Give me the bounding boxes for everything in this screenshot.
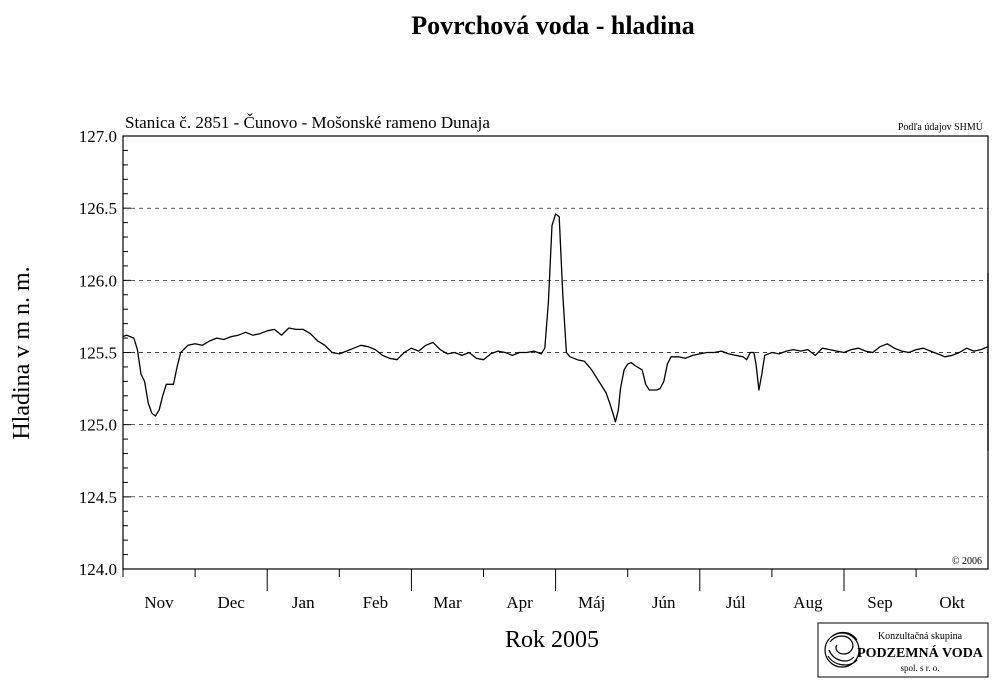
x-tick-label: Nov — [144, 593, 174, 612]
x-tick-label: Aug — [793, 593, 823, 612]
x-tick-label: Jan — [292, 593, 315, 612]
logo-mark-icon — [824, 631, 860, 668]
source-note: Podľa údajov SHMÚ — [898, 121, 984, 133]
y-axis-label: Hladina v m n. m. — [9, 266, 35, 439]
y-tick-label: 126.0 — [79, 271, 117, 290]
chart-title: Povrchová voda - hladina — [411, 11, 694, 40]
copyright-note: © 2006 — [952, 556, 982, 567]
logo-line-2: PODZEMNÁ VODA — [857, 644, 984, 661]
y-axis-ticks: 127.0 126.5 126.0 125.5 125.0 124.5 124.0 — [79, 127, 131, 579]
logo-line-3: spol. s r. o. — [900, 663, 939, 673]
y-tick-label: 127.0 — [79, 127, 117, 146]
gridlines — [123, 207, 988, 498]
x-axis-label: Rok 2005 — [505, 627, 599, 653]
x-tick-label: Okt — [939, 593, 965, 612]
y-tick-label: 125.5 — [79, 344, 117, 363]
x-tick-label: Dec — [217, 593, 245, 612]
chart-subtitle: Stanica č. 2851 - Čunovo - Mošonské rame… — [125, 113, 490, 132]
x-tick-label: Jún — [652, 593, 676, 612]
x-axis-ticks: Nov Dec Jan Feb Mar Apr Máj Jún Júl Aug Sep Okt — [122, 569, 965, 612]
x-tick-label: Apr — [506, 593, 533, 612]
company-logo: Konzultačná skupina PODZEMNÁ VODA spol. … — [817, 622, 989, 678]
x-tick-label: Feb — [363, 593, 389, 612]
series-line — [122, 213, 989, 452]
y-tick-label: 124.5 — [79, 488, 117, 507]
x-tick-label: Júl — [726, 593, 746, 612]
y-tick-label: 124.0 — [79, 560, 117, 579]
x-tick-label: Mar — [433, 593, 462, 612]
y-tick-label: 126.5 — [79, 199, 117, 218]
y-tick-label: 125.0 — [79, 416, 117, 435]
logo-line-1: Konzultačná skupina — [878, 631, 963, 642]
x-tick-label: Máj — [578, 593, 605, 612]
x-tick-label: Sep — [867, 593, 893, 612]
